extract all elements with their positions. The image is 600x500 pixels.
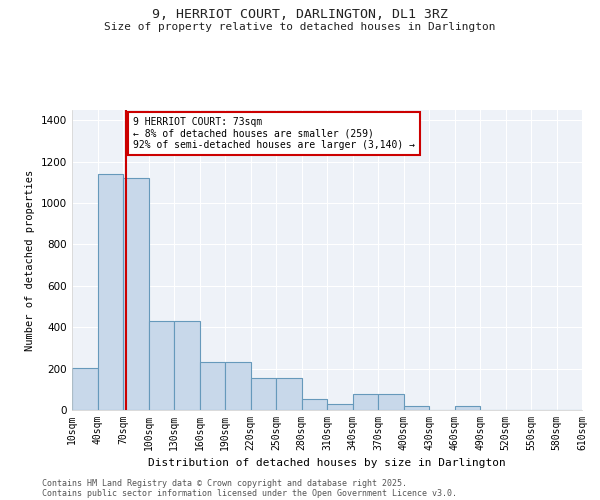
Bar (276, 378, 302, 410)
Text: 9, HERRIOT COURT, DARLINGTON, DL1 3RZ: 9, HERRIOT COURT, DARLINGTON, DL1 3RZ (152, 8, 448, 20)
Bar (302, 398, 327, 410)
Bar (225, 362, 251, 410)
Bar (199, 362, 225, 410)
Bar (404, 406, 429, 410)
Text: Contains HM Land Registry data © Crown copyright and database right 2025.: Contains HM Land Registry data © Crown c… (42, 478, 407, 488)
Bar (123, 178, 149, 410)
Bar (72, 368, 97, 410)
Bar (378, 394, 404, 410)
Y-axis label: Number of detached properties: Number of detached properties (25, 170, 35, 350)
Bar (353, 394, 378, 410)
Bar (251, 378, 276, 410)
Bar (327, 404, 353, 410)
Bar (97, 174, 123, 410)
Text: Size of property relative to detached houses in Darlington: Size of property relative to detached ho… (104, 22, 496, 32)
Bar (149, 321, 174, 410)
Bar (174, 321, 199, 410)
Text: 9 HERRIOT COURT: 73sqm
← 8% of detached houses are smaller (259)
92% of semi-det: 9 HERRIOT COURT: 73sqm ← 8% of detached … (133, 117, 415, 150)
Bar (455, 406, 480, 410)
Text: Contains public sector information licensed under the Open Government Licence v3: Contains public sector information licen… (42, 488, 457, 498)
X-axis label: Distribution of detached houses by size in Darlington: Distribution of detached houses by size … (148, 458, 506, 468)
